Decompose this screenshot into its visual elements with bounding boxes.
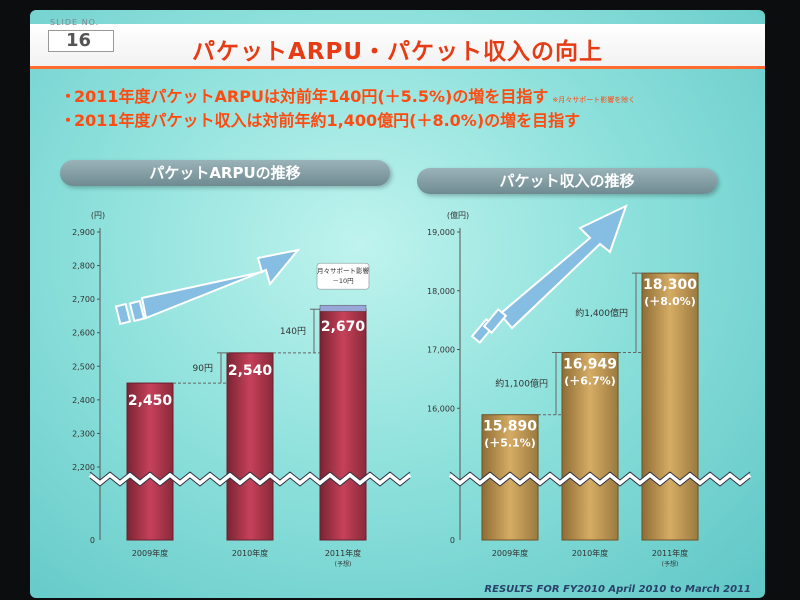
- arpu-category-label: 2010年度: [232, 548, 268, 558]
- arpu-tick-label: 2,600: [72, 329, 95, 338]
- arpu-annotation-text: 月々サポート影響: [317, 266, 370, 275]
- arpu-axis-break-edge: [89, 471, 411, 481]
- bullet-marker: ・: [60, 111, 77, 130]
- arpu-annotation-box: [316, 262, 370, 290]
- revenue-category-label: 2009年度: [492, 548, 528, 558]
- arpu-diff-label: 140円: [280, 326, 306, 337]
- revenue-category-label: 2010年度: [572, 548, 608, 558]
- slide-number-label: SLIDE NO.: [50, 18, 100, 27]
- revenue-category-label: 2011年度: [652, 548, 688, 558]
- arpu-category-label: 2009年度: [132, 548, 168, 558]
- revenue-tick-label: 18,000: [427, 287, 455, 296]
- arpu-tick-label: 2,300: [72, 429, 95, 438]
- slide-title: パケットARPU・パケット収入の向上: [191, 39, 604, 65]
- revenue-axis-break: [448, 472, 752, 486]
- bullet-arpu-text: 2011年度パケットARPUは対前年140円(＋5.5%)の増を目指す: [74, 87, 549, 106]
- revenue-value-label: 15,890: [483, 419, 537, 435]
- arpu-category-note: (予想): [335, 560, 352, 568]
- slide-number: 16: [66, 30, 92, 51]
- arpu-tick-label: 2,700: [72, 295, 95, 304]
- revenue-value-label: 18,300: [643, 277, 697, 293]
- revenue-tick-label: 17,000: [427, 346, 455, 355]
- revenue-axis-break-edge: [449, 471, 751, 481]
- arpu-value-label: 2,450: [128, 393, 173, 409]
- revenue-category-note: (予想): [662, 560, 679, 568]
- arpu-axis-break-edge: [89, 477, 411, 487]
- arpu-support-impact-cap: [319, 304, 367, 312]
- revenue-arrow-stripe: [482, 307, 508, 335]
- revenue-axis-break-edge: [449, 477, 751, 487]
- revenue-tick-label: 16,000: [427, 404, 455, 413]
- arpu-unit-label: (円): [91, 211, 105, 220]
- arpu-diff-label: 90円: [193, 363, 213, 374]
- left-chart-title: パケットARPUの推移: [60, 160, 390, 186]
- charts-canvas: (円) 2,200 2,300 2,400 2,500 2,600 2,700 2,800 2,…: [72, 204, 752, 568]
- revenue-diff-label: 約1,100億円: [495, 378, 548, 390]
- arpu-axis-break: [88, 472, 412, 486]
- title-band: [30, 24, 765, 66]
- arpu-bar: [319, 308, 367, 541]
- arpu-arrow-stripe: [114, 302, 132, 326]
- slide-number-box: [48, 30, 114, 52]
- arpu-arrow-stripe: [128, 299, 146, 323]
- revenue-value-label: 16,949: [563, 356, 617, 372]
- title-underline: [30, 66, 765, 69]
- arpu-growth-arrow: [140, 248, 301, 320]
- arpu-tick-label: 2,900: [72, 228, 95, 237]
- bullet-revenue-text: 2011年度パケット収入は対前年約1,400億円(＋8.0%)の増を目指す: [74, 111, 581, 130]
- revenue-tick-label: 19,000: [427, 228, 455, 237]
- bullet-marker: ・: [60, 87, 77, 106]
- arpu-tick-label: 2,400: [72, 396, 95, 405]
- revenue-bar: [561, 351, 619, 541]
- bullet-arpu: ・2011年度パケットARPUは対前年140円(＋5.5%)の増を目指す ※月々サ…: [60, 83, 635, 107]
- revenue-growth-label: (＋6.7%): [564, 374, 616, 387]
- arpu-annotation-value: －10円: [332, 277, 353, 285]
- bullet-arpu-note: ※月々サポート影響を除く: [552, 96, 636, 104]
- revenue-diff-label: 約1,400億円: [575, 307, 628, 319]
- revenue-growth-arrow: [498, 204, 628, 330]
- arpu-category-label: 2011年度: [325, 548, 361, 558]
- revenue-bar: [641, 272, 699, 541]
- revenue-zero-label: 0: [450, 536, 455, 545]
- arpu-value-label: 2,670: [321, 319, 366, 335]
- arpu-value-label: 2,540: [228, 363, 273, 379]
- revenue-growth-label: (＋5.1%): [484, 437, 536, 450]
- slide: SLIDE NO. 16 パケットARPU・パケット収入の向上 ・2011年度パ…: [30, 10, 765, 598]
- arpu-tick-label: 2,500: [72, 362, 95, 371]
- arpu-tick-label: 2,200: [72, 463, 95, 472]
- arpu-zero-label: 0: [90, 536, 95, 545]
- arpu-bar: [126, 382, 174, 541]
- right-chart-title: パケット収入の推移: [417, 168, 717, 194]
- footer-text: RESULTS FOR FY2010 April 2010 to March 2…: [484, 584, 751, 595]
- revenue-growth-label: (＋8.0%): [644, 295, 696, 308]
- arpu-tick-label: 2,800: [72, 262, 95, 271]
- arpu-bar: [226, 352, 274, 541]
- bullet-revenue: ・2011年度パケット収入は対前年約1,400億円(＋8.0%)の増を目指す: [60, 107, 580, 131]
- revenue-unit-label: (億円): [447, 210, 469, 220]
